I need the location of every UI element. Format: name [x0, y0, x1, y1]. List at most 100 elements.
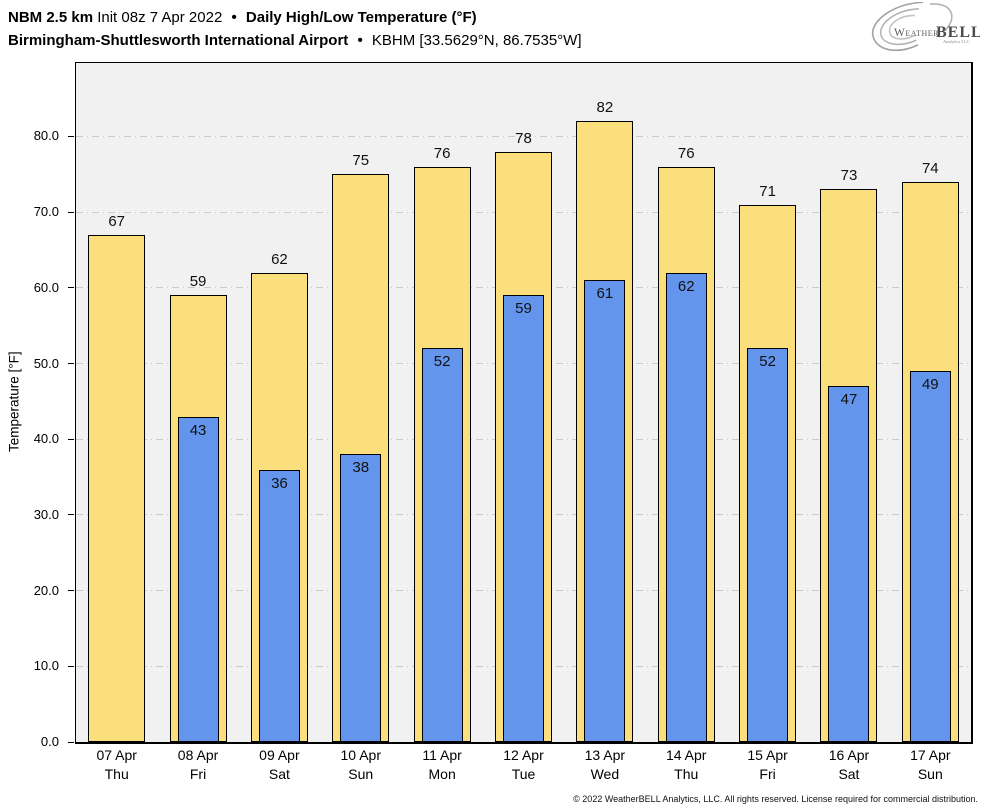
x-label-date: 09 Apr: [259, 747, 300, 763]
station-id: KBHM [33.5629°N, 86.7535°W]: [371, 32, 582, 49]
high-value-label: 75: [352, 152, 370, 170]
gridline: [76, 135, 971, 137]
high-value-label: 71: [759, 182, 776, 200]
high-value-label: 74: [921, 159, 939, 177]
low-value-label: 43: [189, 421, 207, 439]
copyright-notice: © 2022 WeatherBELL Analytics, LLC. All r…: [573, 794, 978, 804]
low-value-label: 49: [921, 376, 939, 394]
x-axis-label: 09 Apr Sat: [239, 746, 320, 784]
y-tick-label: 0.0: [40, 734, 59, 749]
x-label-date: 15 Apr: [747, 747, 788, 763]
x-label-day: Tue: [511, 766, 536, 782]
x-label-date: 16 Apr: [828, 747, 870, 763]
x-label-day: Sat: [838, 766, 860, 782]
title-line: NBM 2.5 km Init 08z 7 Apr 2022 • Daily H…: [8, 6, 582, 29]
high-value-label: 59: [189, 273, 207, 291]
x-label-day: Wed: [590, 766, 620, 782]
model-name: NBM 2.5 km: [8, 9, 94, 26]
x-axis-label: 13 Apr Wed: [564, 746, 645, 784]
high-value-label: 76: [433, 144, 451, 162]
high-value-label: 78: [515, 129, 532, 147]
x-label-day: Fri: [189, 766, 207, 782]
low-bar: [747, 348, 789, 742]
x-axis-label: 10 Apr Sun: [320, 746, 401, 784]
high-bar: [88, 234, 146, 742]
x-label-day: Sat: [268, 766, 290, 782]
product-name: Daily High/Low Temperature (°F): [245, 9, 477, 26]
x-axis-label: 15 Apr Fri: [727, 746, 808, 784]
x-label-day: Mon: [428, 766, 456, 782]
x-axis-labels: 07 Apr Thu 08 Apr Fri 09 Apr Sat 10 Apr Sun 11 A…: [76, 746, 971, 786]
x-label-day: Thu: [674, 766, 699, 782]
low-bar: [909, 371, 951, 742]
y-tick-label: 80.0: [33, 128, 59, 144]
station-name: Birmingham-Shuttlesworth International A…: [8, 32, 349, 49]
x-label-day: Sun: [348, 766, 374, 782]
plot-area: 67 59 43 62 36 75 38 76 52 78 59 82 61 76 62 71 52 73 47 74…: [68, 62, 973, 744]
low-value-label: 36: [271, 474, 288, 492]
y-axis-tick: [68, 438, 74, 440]
low-bar: [177, 416, 219, 742]
low-value-label: 59: [515, 300, 532, 318]
x-axis-label: 12 Apr Tue: [483, 746, 564, 784]
logo-tagline: Analytics LLC: [943, 39, 970, 44]
y-tick-label: 70.0: [33, 204, 59, 220]
low-bar: [340, 454, 382, 742]
low-value-label: 52: [433, 353, 451, 371]
low-value-label: 52: [759, 353, 776, 371]
high-value-label: 73: [840, 167, 858, 185]
high-value-label: 82: [596, 99, 614, 117]
y-axis-tick: [68, 287, 74, 289]
x-axis-label: 11 Apr Mon: [401, 746, 482, 784]
x-axis-label: 16 Apr Sat: [808, 746, 889, 784]
y-axis-tick: [68, 590, 74, 592]
x-label-date: 17 Apr: [910, 747, 951, 763]
y-tick-label: 30.0: [33, 506, 59, 522]
high-value-label: 62: [271, 250, 288, 268]
x-label-day: Thu: [104, 766, 129, 782]
y-axis-tick-labels: 0.0 10.0 20.0 30.0 40.0 50.0 60.0 70.0 80.0: [0, 63, 68, 749]
low-bar: [503, 295, 544, 742]
x-axis-label: 08 Apr Fri: [157, 746, 238, 784]
x-axis-label: 07 Apr Thu: [76, 746, 157, 784]
x-label-date: 07 Apr: [96, 747, 137, 763]
high-value-label: 76: [677, 144, 695, 162]
y-tick-label: 20.0: [33, 582, 59, 598]
y-axis-tick: [68, 741, 74, 743]
y-tick-label: 60.0: [33, 279, 59, 295]
subtitle-line: Birmingham-Shuttlesworth International A…: [8, 29, 582, 52]
logo-word2: BELL: [936, 24, 980, 41]
init-time: Init 08z 7 Apr 2022: [97, 9, 223, 26]
subtitle-separator: •: [357, 32, 363, 49]
chart-header: NBM 2.5 km Init 08z 7 Apr 2022 • Daily H…: [8, 6, 582, 52]
y-tick-label: 40.0: [33, 431, 59, 447]
weatherbell-logo-icon: Weather BELL Analytics LLC: [872, 2, 980, 52]
high-value-label: 67: [108, 212, 126, 230]
title-separator: •: [231, 9, 237, 26]
x-axis-label: 17 Apr Sun: [890, 746, 971, 784]
low-bar: [665, 272, 707, 742]
x-label-date: 13 Apr: [584, 747, 626, 763]
x-label-date: 08 Apr: [177, 747, 219, 763]
y-tick-label: 50.0: [33, 355, 59, 371]
x-label-date: 12 Apr: [503, 747, 544, 763]
y-axis-tick: [68, 665, 74, 667]
low-bar: [584, 280, 626, 742]
low-bar: [828, 386, 870, 742]
x-label-day: Sun: [917, 766, 943, 782]
y-axis-tick: [68, 363, 74, 365]
x-label-date: 11 Apr: [422, 747, 462, 763]
y-axis-tick: [68, 514, 74, 516]
y-tick-label: 10.0: [33, 658, 59, 674]
low-value-label: 62: [677, 277, 695, 295]
low-bar: [421, 348, 463, 742]
x-label-date: 10 Apr: [340, 747, 381, 763]
logo-word1: Weather: [894, 27, 939, 39]
y-axis-tick: [68, 135, 74, 137]
low-bar: [258, 469, 300, 742]
low-value-label: 61: [596, 285, 614, 303]
low-value-label: 38: [352, 459, 370, 477]
x-label-date: 14 Apr: [665, 747, 707, 763]
x-label-day: Fri: [759, 766, 776, 782]
